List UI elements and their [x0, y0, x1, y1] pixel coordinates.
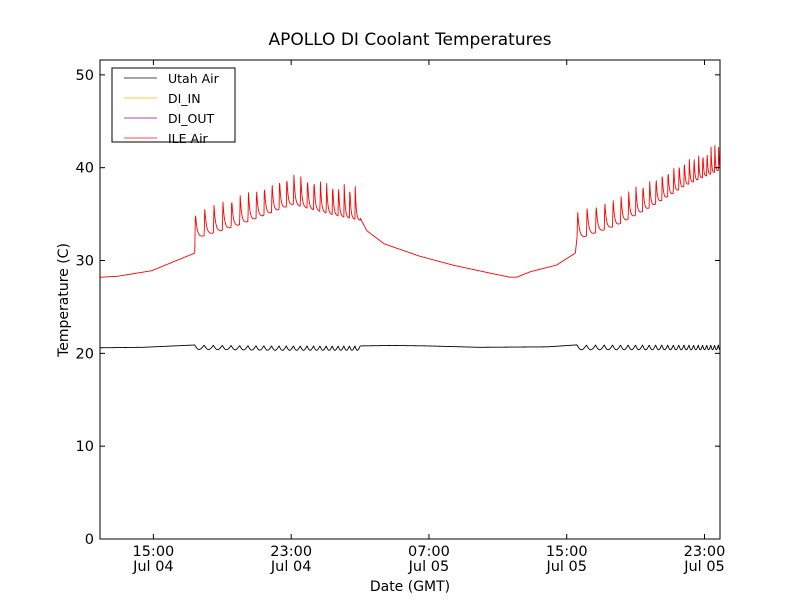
legend-label: DI_OUT — [168, 111, 215, 126]
y-tick-label: 40 — [76, 161, 94, 177]
x-tick-label-time: 07:00 — [408, 544, 450, 560]
y-tick-label: 30 — [76, 254, 94, 270]
x-tick-label-date: Jul 04 — [132, 559, 174, 575]
x-tick-label-date: Jul 05 — [408, 559, 450, 575]
y-tick-label: 20 — [76, 346, 94, 362]
x-tick-label-time: 23:00 — [270, 544, 312, 560]
x-tick-label-time: 15:00 — [132, 544, 174, 560]
plot-frame — [99, 59, 721, 540]
legend-label: ILE Air — [168, 131, 209, 146]
x-tick-label-date: Jul 04 — [270, 559, 312, 575]
y-tick-label: 50 — [76, 68, 94, 84]
series-line-ile-air — [99, 145, 721, 278]
y-tick-label: 10 — [76, 439, 94, 455]
x-tick-label-date: Jul 05 — [545, 559, 587, 575]
legend-label: Utah Air — [168, 71, 220, 86]
y-axis: 0 10 20 30 40 50 — [76, 68, 720, 548]
x-tick-label-time: 23:00 — [684, 544, 726, 560]
x-axis-label: Date (GMT) — [370, 579, 450, 595]
x-tick-label-time: 15:00 — [546, 544, 588, 560]
chart-title: APOLLO DI Coolant Temperatures — [268, 30, 551, 50]
legend-box — [111, 67, 236, 143]
legend-label: DI_IN — [168, 91, 201, 106]
legend: Utah Air DI_IN DI_OUT ILE Air — [111, 67, 236, 146]
y-axis-label: Temperature (C) — [56, 243, 72, 358]
y-tick-label: 0 — [85, 532, 94, 548]
x-tick-label-date: Jul 05 — [683, 559, 725, 575]
series-line-utah-air — [99, 344, 721, 351]
